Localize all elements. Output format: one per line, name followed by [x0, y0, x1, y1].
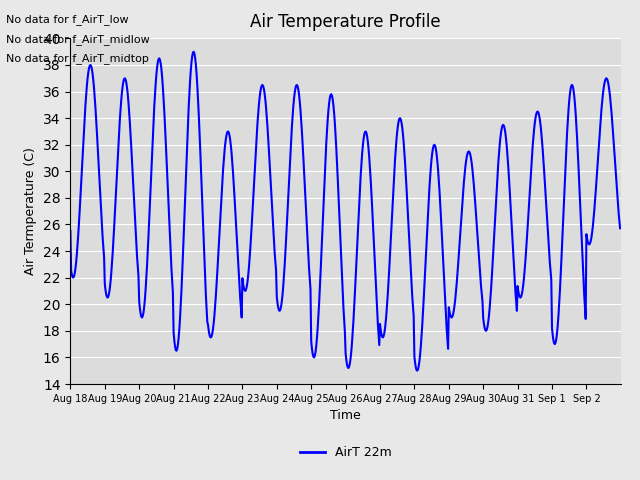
Y-axis label: Air Termperature (C): Air Termperature (C)	[24, 147, 37, 275]
Text: TZ_tmet: TZ_tmet	[0, 479, 1, 480]
Legend: AirT 22m: AirT 22m	[295, 441, 396, 464]
X-axis label: Time: Time	[330, 409, 361, 422]
Text: No data for f_AirT_midlow: No data for f_AirT_midlow	[6, 34, 150, 45]
Text: No data for f_AirT_low: No data for f_AirT_low	[6, 14, 129, 25]
Title: Air Temperature Profile: Air Temperature Profile	[250, 13, 441, 31]
Text: No data for f_AirT_midtop: No data for f_AirT_midtop	[6, 53, 149, 64]
